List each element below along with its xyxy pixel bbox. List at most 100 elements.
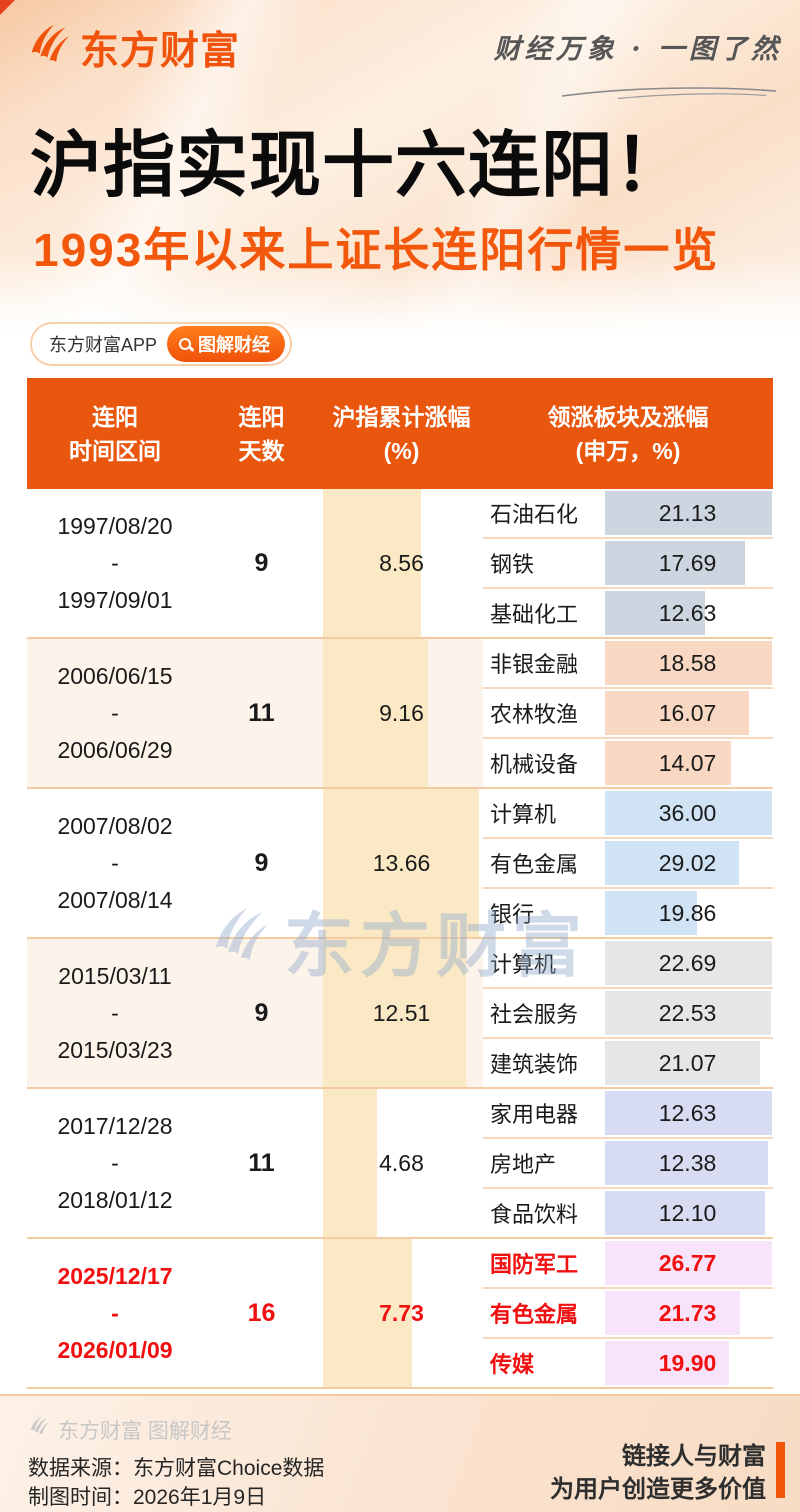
sector-value: 12.63 — [658, 1099, 717, 1126]
streak-days: 11 — [248, 1148, 275, 1177]
sector-value: 19.90 — [658, 1349, 717, 1376]
index-gain-cell: 9.16 — [320, 639, 483, 787]
date-start: 2006/06/15 — [57, 662, 173, 689]
sector-value: 21.13 — [658, 499, 717, 526]
topic-pill-label: 图解财经 — [198, 335, 271, 355]
sector-subrow: 非银金融 18.58 — [483, 639, 773, 687]
sector-name: 社会服务 — [490, 1002, 579, 1027]
sector-subrow: 有色金属 21.73 — [483, 1287, 773, 1337]
sector-value: 29.02 — [658, 849, 717, 876]
table-row-group: 2025/12/17 - 2026/01/09 16 7.73 国防军工 26.77 有色金属… — [27, 1239, 773, 1389]
table-row-group: 2006/06/15 - 2006/06/29 11 9.16 非银金融 18.58 农林牧渔… — [27, 639, 773, 789]
streak-days: 9 — [254, 848, 269, 877]
gain-value: 7.73 — [379, 1299, 424, 1326]
sector-subrow: 房地产 12.38 — [483, 1137, 773, 1187]
footer-slogan: 链接人与财富 为用户创造更多价值 — [550, 1440, 766, 1506]
topic-pill-button[interactable]: 图解财经 — [167, 326, 286, 362]
app-pill-button[interactable]: 东方财富APP 图解财经 — [30, 322, 293, 366]
sector-name: 钢铁 — [490, 552, 535, 577]
sector-subrow: 基础化工 12.63 — [483, 587, 773, 637]
sector-subrow: 食品饮料 12.10 — [483, 1187, 773, 1237]
table-row-group: 2007/08/02 - 2007/08/14 9 13.66 计算机 36.00 有色金属 2… — [27, 789, 773, 939]
sector-subrow: 传媒 19.90 — [483, 1337, 773, 1387]
period-cell: 1997/08/20 - 1997/09/01 — [27, 489, 203, 637]
footer-brand-text: 东方财富 图解财经 — [58, 1420, 232, 1443]
header-days-line2: 天数 — [238, 437, 285, 464]
sector-bar — [605, 891, 697, 935]
sector-name: 传媒 — [490, 1352, 535, 1377]
sector-value-cell: 29.02 — [602, 839, 773, 887]
table-body: 1997/08/20 - 1997/09/01 9 8.56 石油石化 21.13 钢铁 17.… — [27, 489, 773, 1389]
sector-name: 国防军工 — [490, 1252, 579, 1277]
date-end: 2006/06/29 — [57, 736, 173, 763]
streak-days: 11 — [248, 698, 275, 727]
page-title: 沪指实现十六连阳！ — [30, 126, 688, 206]
date-start: 2007/08/02 — [57, 812, 173, 839]
slogan-line-1: 链接人与财富 — [622, 1443, 766, 1470]
sector-bar — [605, 1291, 741, 1335]
sector-name: 基础化工 — [490, 602, 579, 627]
sector-bar — [605, 691, 750, 735]
sector-name: 房地产 — [490, 1152, 557, 1177]
header-gain-line1: 沪指累计涨幅 — [332, 403, 471, 430]
date-start: 2015/03/11 — [58, 962, 172, 989]
tagline: 财经万象 · 一图了然 — [493, 34, 782, 65]
date-end: 2015/03/23 — [57, 1036, 173, 1063]
sector-value: 16.07 — [658, 699, 717, 726]
index-gain-cell: 8.56 — [320, 489, 483, 637]
pill-row: 东方财富APP 图解财经 — [30, 322, 293, 366]
gain-value: 13.66 — [372, 849, 431, 876]
sector-subrow: 建筑装饰 21.07 — [483, 1037, 773, 1087]
sector-value-cell: 21.07 — [602, 1039, 773, 1087]
date-end: 1997/09/01 — [57, 586, 173, 613]
sector-value: 36.00 — [658, 799, 717, 826]
footer-divider — [0, 1394, 800, 1396]
sectors-cell: 计算机 22.69 社会服务 22.53 建筑装饰 21.07 — [483, 939, 773, 1087]
date-dash: - — [111, 999, 119, 1026]
sector-subrow: 计算机 36.00 — [483, 789, 773, 837]
sector-name: 有色金属 — [490, 1302, 579, 1327]
data-table: 连阳 时间区间 连阳 天数 沪指累计涨幅 (%) 领涨板块及涨幅 (申万，%) … — [27, 378, 773, 1389]
sector-name: 农林牧渔 — [490, 702, 579, 727]
sector-value-cell: 19.86 — [602, 889, 773, 937]
page-subtitle: 1993年以来上证长连阳行情一览 — [33, 224, 720, 276]
footer-brand-icon — [28, 1416, 50, 1444]
eastmoney-swoosh-icon — [26, 23, 72, 74]
sector-subrow: 国防军工 26.77 — [483, 1239, 773, 1287]
sector-value: 18.58 — [658, 649, 717, 676]
table-row-group: 2017/12/28 - 2018/01/12 11 4.68 家用电器 12.63 房地产 1… — [27, 1089, 773, 1239]
sector-bar — [605, 1041, 760, 1085]
sectors-cell: 非银金融 18.58 农林牧渔 16.07 机械设备 14.07 — [483, 639, 773, 787]
date-end: 2026/01/09 — [57, 1336, 173, 1363]
date-dash: - — [111, 699, 119, 726]
table-row-group: 1997/08/20 - 1997/09/01 9 8.56 石油石化 21.13 钢铁 17.… — [27, 489, 773, 639]
sector-value-cell: 21.13 — [602, 489, 773, 537]
sector-bar — [605, 1191, 765, 1235]
sector-value: 22.53 — [658, 999, 717, 1026]
index-gain-cell: 12.51 — [320, 939, 483, 1087]
corner-accent-triangle — [0, 0, 15, 15]
date-dash: - — [111, 1299, 119, 1326]
sector-value-cell: 36.00 — [602, 789, 773, 837]
sectors-cell: 石油石化 21.13 钢铁 17.69 基础化工 12.63 — [483, 489, 773, 637]
sector-name: 有色金属 — [490, 852, 579, 877]
sectors-cell: 家用电器 12.63 房地产 12.38 食品饮料 12.10 — [483, 1089, 773, 1237]
sector-subrow: 机械设备 14.07 — [483, 737, 773, 787]
sector-name: 石油石化 — [490, 502, 579, 527]
sector-bar — [605, 791, 772, 835]
gain-value: 12.51 — [372, 999, 431, 1026]
date-dash: - — [111, 549, 119, 576]
sector-value: 12.10 — [658, 1199, 717, 1226]
sector-value: 22.69 — [658, 949, 717, 976]
sector-subrow: 钢铁 17.69 — [483, 537, 773, 587]
tagline-underline-swoosh-icon — [560, 84, 778, 105]
header-period-line2: 时间区间 — [69, 437, 161, 464]
sector-value-cell: 26.77 — [602, 1239, 773, 1287]
sector-bar — [605, 1091, 772, 1135]
sector-bar — [605, 591, 705, 635]
header-cell-days: 连阳 天数 — [203, 378, 320, 489]
header-cell-gain: 沪指累计涨幅 (%) — [320, 378, 483, 489]
gain-stripe — [323, 789, 480, 937]
brand-logo-text: 东方财富 — [80, 30, 241, 73]
